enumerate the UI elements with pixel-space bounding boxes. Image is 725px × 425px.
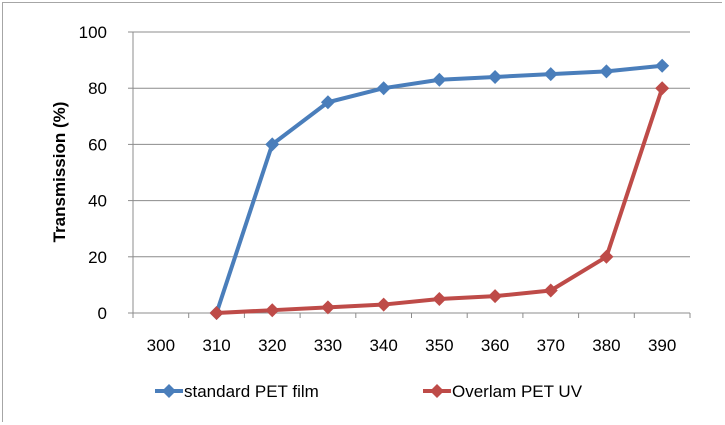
x-tick-label-300: 300 xyxy=(147,336,175,355)
data-point-1-340 xyxy=(376,81,391,96)
x-tick-label-310: 310 xyxy=(202,336,230,355)
series-layer xyxy=(209,58,670,320)
x-tick-labels: 300 310 320 330 340 350 360 370 380 390 xyxy=(147,336,677,355)
legend: standard PET film Overlam PET UV xyxy=(155,382,583,401)
x-tick-label-390: 390 xyxy=(648,336,676,355)
y-tick-label-60: 60 xyxy=(88,135,107,154)
data-point-1-350 xyxy=(432,72,447,87)
y-tick-label-20: 20 xyxy=(88,248,107,267)
data-point-2-350 xyxy=(432,291,447,306)
x-tick-label-380: 380 xyxy=(592,336,620,355)
legend-label-2: Overlam PET UV xyxy=(452,382,583,401)
y-tick-label-0: 0 xyxy=(98,304,107,323)
x-tick-label-350: 350 xyxy=(425,336,453,355)
x-tick-label-340: 340 xyxy=(369,336,397,355)
data-point-2-330 xyxy=(320,300,335,315)
x-tick-label-370: 370 xyxy=(537,336,565,355)
series-2 xyxy=(209,81,670,320)
data-point-1-320 xyxy=(265,137,280,152)
y-tick-label-40: 40 xyxy=(88,192,107,211)
data-point-2-340 xyxy=(376,297,391,312)
data-point-1-390 xyxy=(655,58,670,73)
x-tick-label-320: 320 xyxy=(258,336,286,355)
legend-marker-2 xyxy=(430,384,444,398)
y-tick-label-80: 80 xyxy=(88,79,107,98)
data-point-1-330 xyxy=(320,95,335,110)
data-point-1-360 xyxy=(488,69,503,84)
y-axis-label: Transmission (%) xyxy=(50,102,69,243)
data-point-1-370 xyxy=(543,67,558,82)
data-point-2-320 xyxy=(265,303,280,318)
y-tick-label-100: 100 xyxy=(79,23,107,42)
data-point-2-380 xyxy=(599,249,614,264)
gridlines xyxy=(133,31,690,258)
data-point-2-370 xyxy=(543,283,558,298)
legend-item-2: Overlam PET UV xyxy=(423,382,583,401)
data-point-2-390 xyxy=(655,81,670,96)
data-point-2-360 xyxy=(488,289,503,304)
y-tick-labels: 0 20 40 60 80 100 xyxy=(79,23,107,323)
legend-label-1: standard PET film xyxy=(184,382,319,401)
data-point-1-380 xyxy=(599,64,614,79)
series-1 xyxy=(209,58,670,320)
legend-item-1: standard PET film xyxy=(155,382,319,401)
x-tick-label-360: 360 xyxy=(481,336,509,355)
series-line-1 xyxy=(214,63,663,314)
legend-marker-1 xyxy=(162,384,176,398)
x-tick-label-330: 330 xyxy=(314,336,342,355)
data-point-2-310 xyxy=(209,306,224,320)
